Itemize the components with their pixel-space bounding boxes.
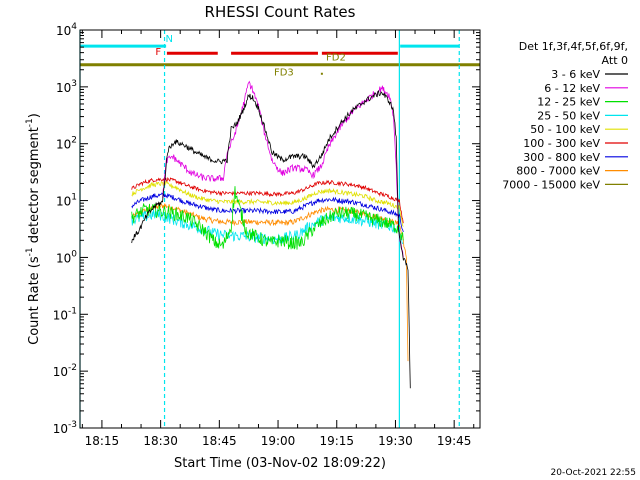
legend-label: 6 - 12 keV [544,82,600,95]
y-tick-label: 103 [56,79,77,95]
legend-header-att: Att 0 [602,54,628,67]
status-label-fd3: FD3 [274,67,294,78]
y-axis-label-mid: detector segment [27,127,42,247]
legend-label: 300 - 800 keV [523,151,600,164]
footer-timestamp: 20-Oct-2021 22:55 [551,468,636,478]
x-axis-label: Start Time (03-Nov-02 18:09:22) [174,456,386,471]
legend-label: 3 - 6 keV [551,68,600,81]
y-axis: 10-3 10-2 10-1 100 101 102 103 104 [53,22,480,436]
data-series [131,80,411,389]
x-tick-label: 18:15 [85,434,120,448]
series-line [131,89,411,389]
status-band-labels: NF FD3 FD2 [155,34,345,78]
x-tick-label: 18:30 [143,434,178,448]
fd-marker [320,72,323,75]
y-tick-label: 101 [56,193,77,209]
status-label-fd2: FD2 [326,53,346,64]
y-axis-label-main: Count Rate (s [27,256,42,345]
legend-label: 800 - 7000 keV [516,165,600,178]
plot-frame [79,29,481,429]
series-line [131,192,404,233]
y-tick-label: 10-2 [53,363,77,379]
series-line [131,202,409,362]
x-tick-label: 19:30 [378,434,413,448]
x-axis: 18:15 18:30 18:45 19:00 19:15 19:30 19:45 [81,30,475,448]
y-axis-label-sup1: -1 [25,247,35,256]
y-tick-label: 10-1 [53,306,77,322]
x-tick-label: 18:45 [202,434,237,448]
y-tick-label: 10-3 [53,420,77,436]
legend-label: 100 - 300 keV [523,137,600,150]
legend-header: Det 1f,3f,4f,5f,6f,9f, [519,40,628,53]
y-axis-label-end: ) [27,113,42,118]
x-tick-label: 19:00 [261,434,296,448]
series-line [131,186,404,250]
legend-label: 7000 - 15000 keV [502,178,600,191]
y-tick-label: 102 [56,136,77,152]
y-tick-label: 100 [56,249,77,265]
x-tick-label: 19:15 [319,434,354,448]
y-tick-label: 104 [56,22,77,38]
x-tick-label: 19:45 [437,434,472,448]
y-axis-label-sup2: -1 [25,118,35,127]
legend-label: 12 - 25 keV [537,96,600,109]
legend-label: 50 - 100 keV [530,123,600,136]
legend-label: 25 - 50 keV [537,109,600,122]
status-label-n: N [165,34,172,45]
chart-title: RHESSI Count Rates [205,3,356,21]
status-label-f: F [155,47,161,58]
series-line [131,176,404,224]
status-bands [80,44,480,67]
series-line [131,180,404,227]
y-axis-label: Count Rate (s-1 detector segment-1) [25,113,42,345]
